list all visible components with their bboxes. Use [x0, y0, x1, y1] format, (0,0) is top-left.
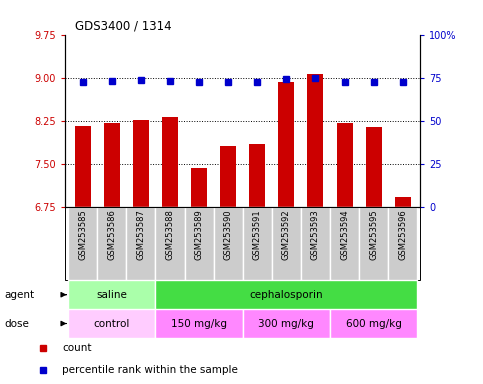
- Bar: [249, 144, 265, 207]
- Text: saline: saline: [96, 290, 127, 300]
- Bar: [104, 123, 120, 207]
- Text: 300 mg/kg: 300 mg/kg: [258, 318, 314, 329]
- Text: agent: agent: [5, 290, 35, 300]
- FancyBboxPatch shape: [243, 207, 272, 280]
- Text: GSM253591: GSM253591: [253, 210, 262, 260]
- FancyBboxPatch shape: [301, 207, 330, 280]
- FancyBboxPatch shape: [127, 207, 156, 280]
- Bar: [308, 74, 324, 207]
- Text: GDS3400 / 1314: GDS3400 / 1314: [75, 20, 171, 33]
- Text: 600 mg/kg: 600 mg/kg: [346, 318, 401, 329]
- Bar: [220, 146, 236, 207]
- Bar: [337, 123, 353, 207]
- FancyBboxPatch shape: [68, 309, 156, 338]
- Text: GSM253593: GSM253593: [311, 210, 320, 260]
- FancyBboxPatch shape: [156, 309, 243, 338]
- FancyBboxPatch shape: [213, 207, 243, 280]
- FancyBboxPatch shape: [156, 280, 417, 309]
- Text: GSM253585: GSM253585: [78, 210, 87, 260]
- FancyBboxPatch shape: [272, 207, 301, 280]
- Text: GSM253590: GSM253590: [224, 210, 233, 260]
- Bar: [133, 120, 149, 207]
- FancyBboxPatch shape: [97, 207, 127, 280]
- FancyBboxPatch shape: [330, 207, 359, 280]
- Bar: [395, 197, 411, 207]
- Text: GSM253594: GSM253594: [340, 210, 349, 260]
- FancyBboxPatch shape: [243, 309, 330, 338]
- FancyBboxPatch shape: [68, 280, 156, 309]
- Text: count: count: [62, 343, 92, 354]
- Text: GSM253586: GSM253586: [107, 210, 116, 260]
- Bar: [162, 117, 178, 207]
- Text: GSM253587: GSM253587: [136, 210, 145, 260]
- FancyBboxPatch shape: [359, 207, 388, 280]
- Bar: [191, 168, 207, 207]
- Text: GSM253589: GSM253589: [195, 210, 203, 260]
- Text: GSM253596: GSM253596: [398, 210, 407, 260]
- Text: GSM253595: GSM253595: [369, 210, 378, 260]
- FancyBboxPatch shape: [330, 309, 417, 338]
- FancyBboxPatch shape: [156, 207, 185, 280]
- Bar: [366, 127, 382, 207]
- FancyBboxPatch shape: [185, 207, 213, 280]
- Text: GSM253588: GSM253588: [166, 210, 174, 260]
- FancyBboxPatch shape: [388, 207, 417, 280]
- FancyBboxPatch shape: [68, 207, 97, 280]
- Bar: [278, 82, 294, 207]
- Text: GSM253592: GSM253592: [282, 210, 291, 260]
- Text: control: control: [94, 318, 130, 329]
- Text: 150 mg/kg: 150 mg/kg: [171, 318, 227, 329]
- Text: cephalosporin: cephalosporin: [250, 290, 323, 300]
- Text: dose: dose: [5, 318, 30, 329]
- Bar: [75, 126, 91, 207]
- Text: percentile rank within the sample: percentile rank within the sample: [62, 364, 238, 375]
